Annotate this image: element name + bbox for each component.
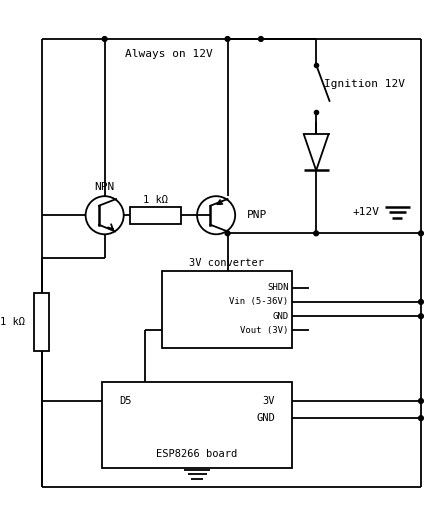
Text: Ignition 12V: Ignition 12V xyxy=(324,79,405,89)
Text: 1 kΩ: 1 kΩ xyxy=(143,195,168,205)
Bar xyxy=(162,271,292,348)
Text: PNP: PNP xyxy=(246,210,267,220)
Circle shape xyxy=(418,300,423,304)
Text: GND: GND xyxy=(272,311,289,321)
Circle shape xyxy=(259,36,263,42)
Bar xyxy=(34,293,49,350)
Text: 1 kΩ: 1 kΩ xyxy=(0,317,25,327)
Circle shape xyxy=(102,36,107,42)
Text: SHDN: SHDN xyxy=(267,283,289,292)
Circle shape xyxy=(225,231,230,236)
Circle shape xyxy=(418,399,423,404)
Text: Always on 12V: Always on 12V xyxy=(125,49,213,59)
Circle shape xyxy=(314,231,319,236)
Text: ESP8266 board: ESP8266 board xyxy=(157,449,238,459)
Text: GND: GND xyxy=(257,413,275,423)
Text: +12V: +12V xyxy=(353,207,380,217)
Text: D5: D5 xyxy=(119,396,132,406)
Circle shape xyxy=(418,314,423,319)
Text: 3V: 3V xyxy=(263,396,275,406)
Bar xyxy=(102,382,292,467)
Circle shape xyxy=(418,416,423,421)
Text: Vin (5-36V): Vin (5-36V) xyxy=(229,297,289,306)
Text: NPN: NPN xyxy=(95,181,115,192)
Circle shape xyxy=(225,36,230,42)
Bar xyxy=(130,206,181,224)
Text: 3V converter: 3V converter xyxy=(189,258,264,268)
Text: Vout (3V): Vout (3V) xyxy=(240,326,289,335)
Circle shape xyxy=(418,231,423,236)
